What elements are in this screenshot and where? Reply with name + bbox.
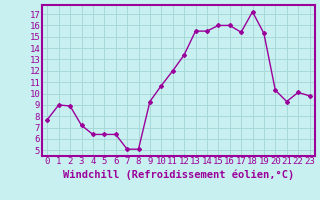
- X-axis label: Windchill (Refroidissement éolien,°C): Windchill (Refroidissement éolien,°C): [63, 169, 294, 180]
